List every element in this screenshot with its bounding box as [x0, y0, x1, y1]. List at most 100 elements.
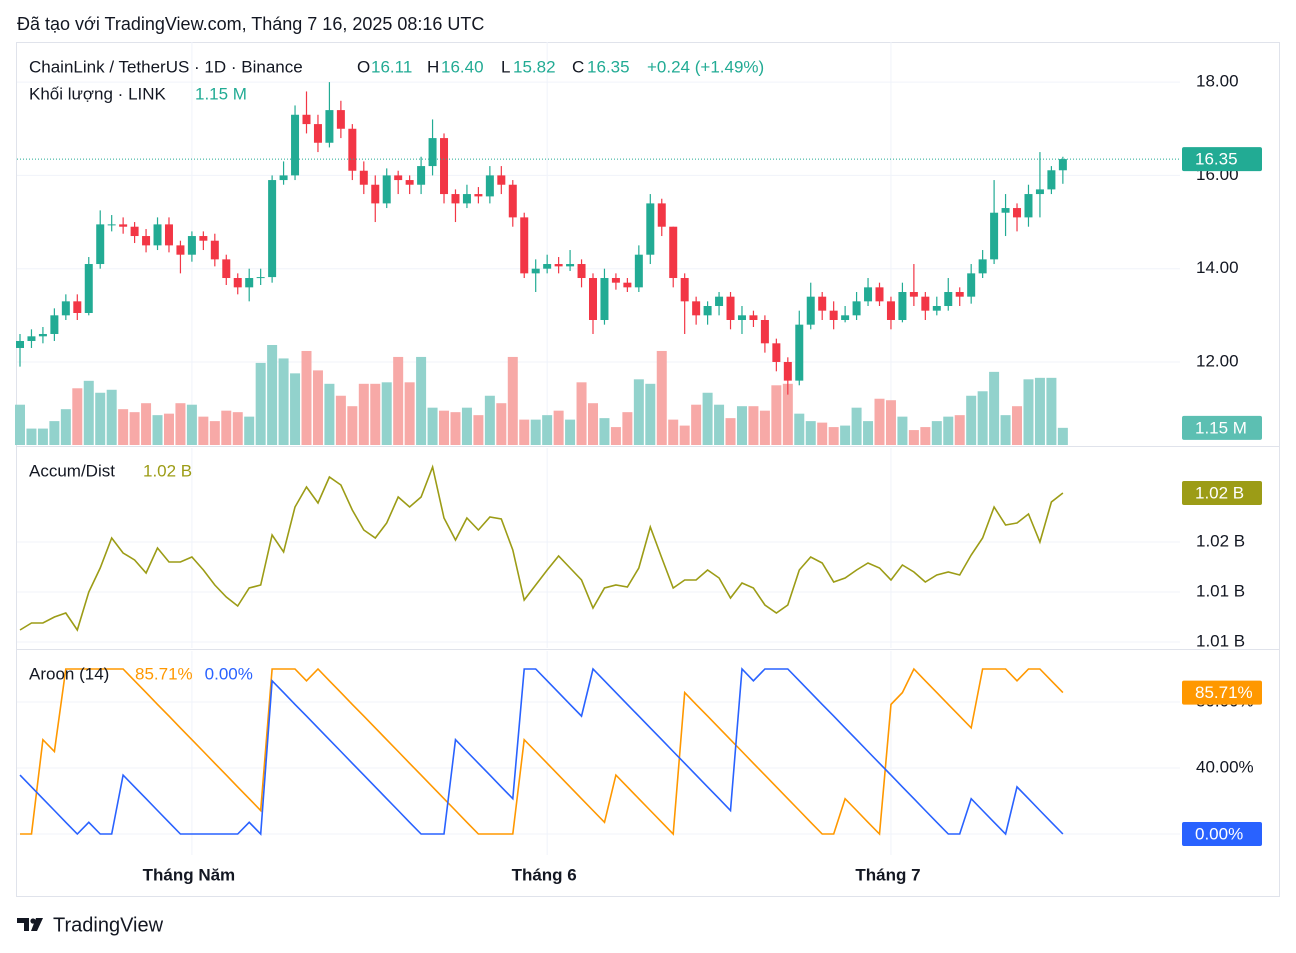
- x-tick-label: Tháng 7: [855, 865, 920, 884]
- candle-body: [921, 296, 930, 311]
- candle-body: [96, 224, 105, 265]
- volume-bar: [610, 427, 621, 445]
- candle-body: [256, 277, 265, 279]
- candle-body: [38, 333, 47, 337]
- volume-bar: [370, 383, 381, 445]
- candle-body: [508, 184, 517, 218]
- y-tick-label: 18.00: [1196, 72, 1239, 91]
- candle-body: [726, 296, 735, 320]
- volume-bar: [324, 383, 335, 445]
- volume-bar: [736, 406, 747, 445]
- candle-body: [222, 259, 231, 279]
- volume-bar: [83, 380, 94, 445]
- candle-body: [313, 124, 322, 143]
- volume-bar: [175, 403, 186, 445]
- candle-body: [520, 217, 529, 274]
- candle-body: [440, 138, 449, 195]
- volume-bar: [668, 419, 679, 445]
- volume-bar: [725, 418, 736, 445]
- volume-bar: [794, 413, 805, 445]
- candle-body: [302, 114, 311, 125]
- volume-bar: [347, 406, 358, 445]
- volume-bar: [427, 407, 438, 445]
- volume-bar: [633, 379, 644, 445]
- header: Đã tạo với TradingView.com, Tháng 7 16, …: [17, 14, 484, 34]
- candle-body: [279, 175, 288, 181]
- volume-bar: [267, 344, 278, 445]
- legend-value: +0.24 (+1.49%): [647, 57, 764, 76]
- candle-body: [1024, 194, 1033, 218]
- volume-bar: [37, 428, 48, 445]
- legend-value: 85.71%: [135, 664, 193, 683]
- candle-body: [27, 336, 36, 341]
- candle-body: [909, 292, 918, 297]
- candle-body: [611, 278, 620, 283]
- legend-label: Accum/Dist: [29, 461, 115, 480]
- volume-bar: [1012, 406, 1023, 445]
- candle-body: [703, 306, 712, 316]
- volume-bar: [1046, 377, 1057, 445]
- volume-bar: [622, 412, 633, 445]
- logo: [17, 918, 43, 931]
- legend-label: Khối lượng · LINK: [29, 84, 167, 103]
- volume-bar: [885, 400, 896, 445]
- volume-bar: [381, 382, 392, 445]
- candle-body: [474, 194, 483, 197]
- candle-body: [199, 236, 208, 241]
- volume-bar: [163, 413, 174, 445]
- volume-bar: [714, 404, 725, 445]
- y-tick-label: 1.02 B: [1196, 531, 1245, 550]
- candle-body: [348, 128, 357, 171]
- candle-body: [634, 254, 643, 288]
- legend-value: L: [501, 57, 510, 76]
- candle-body: [428, 138, 437, 167]
- candle-body: [325, 110, 334, 143]
- candle-body: [1035, 189, 1044, 195]
- chart-title: ChainLink / TetherUS · 1D · Binance: [29, 57, 303, 76]
- candle-body: [73, 301, 82, 313]
- candle-body: [875, 287, 884, 302]
- candle-body: [84, 264, 93, 313]
- volume-bar: [817, 422, 828, 445]
- volume-bar: [152, 415, 163, 445]
- volume-bar: [450, 412, 461, 445]
- candle-body: [566, 264, 575, 267]
- volume-bar: [244, 416, 255, 445]
- candle-body: [864, 287, 873, 302]
- y-tick-label: 14.00: [1196, 258, 1239, 277]
- candle-body: [841, 315, 850, 320]
- legend-value: 16.35: [587, 57, 630, 76]
- candle-body: [737, 315, 746, 320]
- candle-body: [245, 278, 254, 288]
- volume-bar: [576, 382, 587, 445]
- price-badge-label: 1.15 M: [1195, 418, 1247, 437]
- candle-body: [130, 226, 139, 237]
- volume-bar: [530, 419, 541, 445]
- candle-body: [818, 296, 827, 311]
- legend-value: O: [357, 57, 370, 76]
- volume-bar: [335, 395, 346, 445]
- legend-label: Aroon (14): [29, 664, 109, 683]
- candle-body: [589, 278, 597, 320]
- indicator-line: [19, 667, 1064, 836]
- candle-body: [1058, 159, 1067, 171]
- volume-bar: [358, 383, 369, 445]
- price-badge-label: 85.71%: [1195, 683, 1253, 702]
- candle-body: [497, 175, 506, 185]
- candle-body: [955, 292, 964, 297]
- candle-body: [886, 301, 895, 320]
- volume-bar: [72, 388, 83, 445]
- candle-body: [336, 110, 345, 129]
- volume-bar: [278, 358, 289, 445]
- volume-bar: [393, 356, 404, 445]
- candle-body: [898, 292, 907, 320]
- volume-bar: [702, 392, 713, 445]
- candle-body: [577, 264, 586, 279]
- price-badge: [1182, 481, 1262, 505]
- volume-bar: [840, 425, 851, 445]
- volume-bar: [15, 404, 25, 445]
- volume-bar: [599, 418, 610, 445]
- legend-value: 16.40: [441, 57, 484, 76]
- volume-bar: [95, 392, 106, 445]
